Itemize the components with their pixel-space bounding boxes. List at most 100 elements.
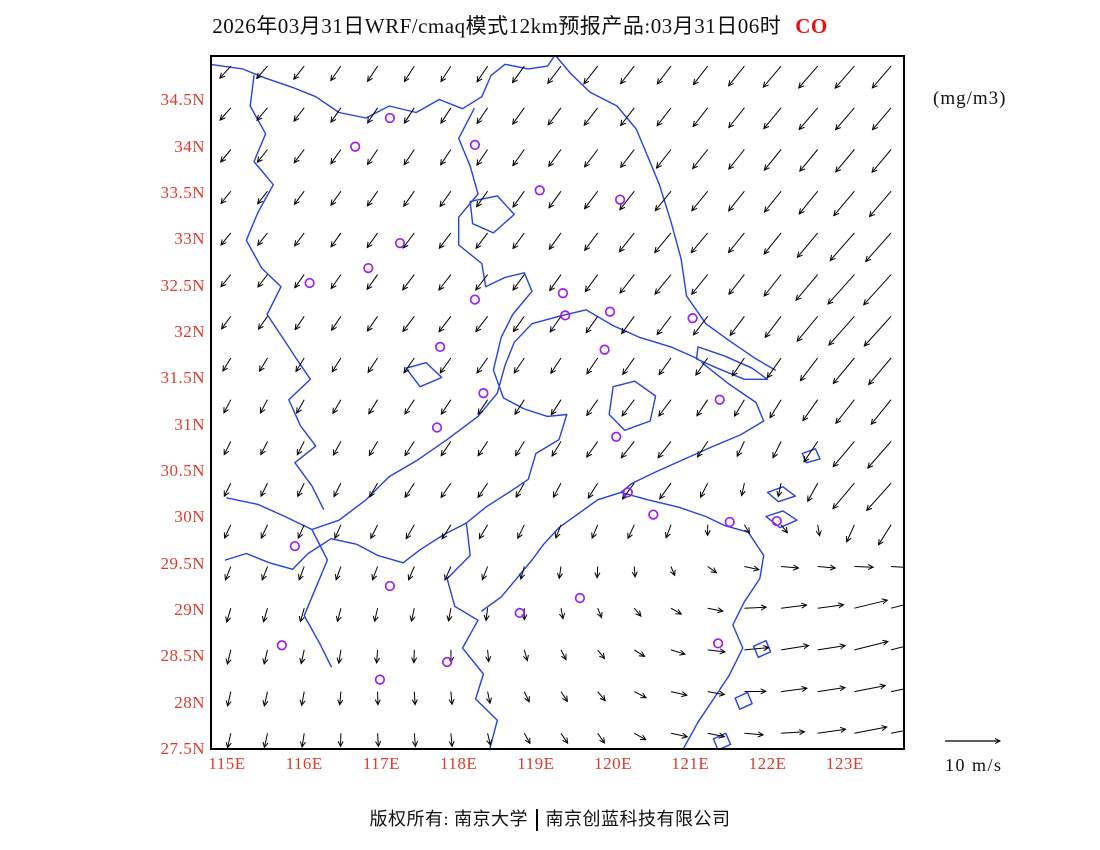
wind-vector <box>773 441 782 457</box>
wind-vector <box>441 399 452 414</box>
wind-vector <box>295 274 305 288</box>
wind-vector <box>261 482 268 496</box>
map-boundary-yangtze-river <box>226 309 699 531</box>
y-tick-label: 29.5N <box>160 553 205 573</box>
wind-vector <box>804 441 819 461</box>
wind-vector <box>692 190 709 211</box>
wind-vector <box>657 107 672 126</box>
station-marker <box>599 344 610 355</box>
wind-vector <box>295 316 305 329</box>
wind-vector <box>228 691 231 706</box>
station-marker <box>604 306 616 317</box>
wind-vector <box>693 65 709 85</box>
station-marker <box>394 237 406 249</box>
wind-vector <box>513 149 525 166</box>
wind-vector <box>800 149 819 172</box>
wind-vector <box>221 190 232 203</box>
units-label: (mg/m3) <box>933 88 1007 109</box>
y-tick-label: 31N <box>174 414 205 434</box>
wind-vector <box>224 482 232 496</box>
wind-vector <box>404 65 415 81</box>
wind-vector <box>693 107 709 127</box>
wind-vector <box>586 316 599 332</box>
wind-vector <box>298 524 305 538</box>
wind-vector <box>478 482 489 497</box>
wind-vector <box>298 482 305 496</box>
map-boundary-lake-chaohu <box>405 362 443 388</box>
wind-vector <box>549 232 562 249</box>
wind-vector <box>340 691 341 705</box>
wind-vector <box>516 441 525 455</box>
wind-vector <box>622 316 635 333</box>
wind-vector <box>294 107 305 121</box>
wind-vector <box>449 608 451 621</box>
station-marker <box>648 509 659 520</box>
wind-vector <box>658 441 672 457</box>
wind-vector <box>331 232 342 247</box>
wind-vector <box>660 482 672 499</box>
wind-vector <box>221 232 232 245</box>
y-tick-label: 34N <box>174 136 205 156</box>
wind-vector <box>560 691 567 702</box>
wind-vector <box>657 65 672 84</box>
wind-vector <box>620 190 635 210</box>
station-marker <box>469 139 481 151</box>
map-plot <box>210 55 905 750</box>
wind-vector <box>770 399 782 418</box>
wind-vector <box>559 566 561 579</box>
wind-vector <box>634 691 646 698</box>
wind-vector <box>516 482 525 497</box>
wind-vector <box>404 190 415 206</box>
wind-vector <box>692 274 709 295</box>
copyright-footer: 版权所有: 南京大学 南京创蓝科技有限公司 <box>0 805 1100 833</box>
wind-vector <box>227 608 232 622</box>
wind-vector <box>336 566 342 580</box>
wind-vector <box>260 399 268 413</box>
wind-vector <box>264 649 267 664</box>
wind-vector <box>873 107 892 130</box>
wind-vector <box>657 315 672 334</box>
x-tick-label: 122E <box>748 754 787 773</box>
wind-vector <box>371 524 379 539</box>
wind-vector <box>514 357 525 373</box>
wind-vector <box>659 357 672 375</box>
wind-vector <box>368 357 379 372</box>
station-marker <box>611 431 622 442</box>
wind-vector <box>778 482 781 496</box>
wind-vector <box>871 399 892 425</box>
wind-vector <box>891 567 905 568</box>
wind-vector <box>549 190 562 208</box>
wind-vector <box>331 190 342 205</box>
station-marker <box>441 656 453 668</box>
wind-vector <box>482 566 489 580</box>
wind-vector <box>334 482 342 497</box>
wind-vector <box>367 232 379 248</box>
wind-vector <box>550 316 562 332</box>
wind-vector <box>891 730 905 734</box>
wind-vector <box>477 107 489 124</box>
map-boundary-zhoushan-island-1 <box>765 510 798 529</box>
station-marker <box>350 141 361 152</box>
wind-vector <box>587 399 599 416</box>
wind-vector <box>367 316 379 331</box>
wind-vector <box>331 274 342 289</box>
wind-vector <box>797 232 819 257</box>
wind-vector <box>836 107 855 130</box>
wind-vector <box>414 691 415 705</box>
wind-vector <box>799 65 819 88</box>
wind-vector <box>781 605 807 609</box>
wind-vector <box>634 566 635 577</box>
wind-vector <box>847 524 855 542</box>
wind-vector <box>655 190 672 210</box>
wind-vector <box>405 482 415 497</box>
wind-vector <box>299 566 305 580</box>
wind-vector <box>515 399 525 415</box>
station-marker <box>614 194 626 205</box>
wind-vector <box>294 65 305 79</box>
x-tick-label: 118E <box>440 754 478 773</box>
map-boundary-south-coast <box>620 362 765 750</box>
wind-vector <box>729 149 745 170</box>
wind-vector <box>486 608 488 620</box>
wind-vector <box>729 65 745 86</box>
wind-vector <box>261 524 268 538</box>
